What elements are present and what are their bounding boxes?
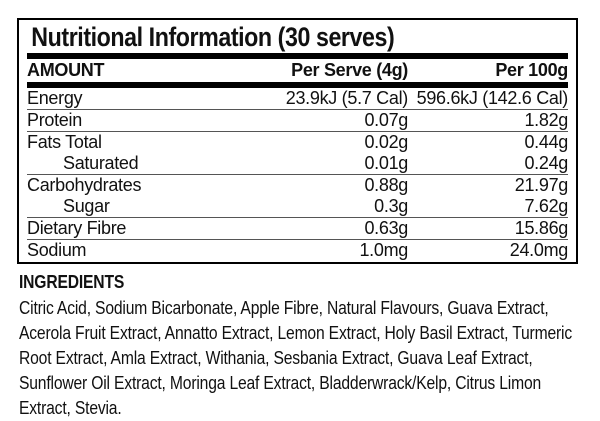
header-per-100g: Per 100g bbox=[495, 60, 568, 80]
nutrient-row: Saturated 0.01g 0.24g bbox=[27, 153, 568, 174]
nutrient-row: Protein 0.07g 1.82g bbox=[27, 109, 568, 131]
nutrient-name: Protein bbox=[27, 110, 82, 130]
nutrient-per-100g: 21.97g bbox=[514, 175, 569, 195]
nutrient-per-100g: 7.62g bbox=[524, 196, 568, 216]
nutrient-row: Fats Total 0.02g 0.44g bbox=[27, 131, 568, 153]
nutrient-per-serve: 0.88g bbox=[364, 175, 408, 195]
nutrient-per-serve: 0.3g bbox=[374, 196, 408, 216]
nutrient-row: Energy 23.9kJ (5.7 Cal) 596.6kJ (142.6 C… bbox=[27, 88, 568, 109]
nutrient-per-serve: 1.0mg bbox=[359, 240, 408, 260]
table-header-row: AMOUNT Per Serve (4g) Per 100g bbox=[27, 59, 568, 82]
ingredients-section: INGREDIENTS Citric Acid, Sodium Bicarbon… bbox=[19, 272, 585, 421]
nutrient-rows: Energy 23.9kJ (5.7 Cal) 596.6kJ (142.6 C… bbox=[27, 88, 568, 260]
nutrient-row: Sugar 0.3g 7.62g bbox=[27, 196, 568, 217]
nutrient-name: Fats Total bbox=[27, 132, 102, 152]
nutrient-per-100g: 0.44g bbox=[524, 132, 568, 152]
nutrient-name: Dietary Fibre bbox=[27, 218, 127, 238]
header-per-serve: Per Serve (4g) bbox=[291, 60, 408, 80]
ingredients-text: Citric Acid, Sodium Bicarbonate, Apple F… bbox=[19, 298, 572, 418]
header-amount: AMOUNT bbox=[27, 60, 105, 80]
nutrient-per-100g: 0.24g bbox=[524, 153, 568, 173]
nutrient-per-serve: 0.63g bbox=[364, 218, 408, 238]
nutrient-per-100g: 596.6kJ (142.6 Cal) bbox=[416, 88, 569, 108]
nutrient-row: Carbohydrates 0.88g 21.97g bbox=[27, 174, 568, 196]
nutrient-per-serve: 0.02g bbox=[364, 132, 408, 152]
nutrition-facts-panel: Nutritional Information (30 serves) AMOU… bbox=[17, 18, 578, 264]
nutrient-per-100g: 24.0mg bbox=[509, 240, 569, 260]
nutrient-row: Sodium 1.0mg 24.0mg bbox=[27, 239, 568, 261]
nutrient-per-100g: 1.82g bbox=[524, 110, 568, 130]
nutrient-per-serve: 0.07g bbox=[364, 110, 408, 130]
nutrient-per-100g: 15.86g bbox=[514, 218, 569, 238]
nutrient-name: Sodium bbox=[27, 240, 87, 260]
nutrient-name: Saturated bbox=[63, 153, 139, 173]
nutrient-name: Energy bbox=[27, 88, 83, 108]
nutrient-name: Carbohydrates bbox=[27, 175, 142, 195]
divider-bar-top bbox=[27, 53, 568, 59]
nutrient-per-serve: 0.01g bbox=[364, 153, 408, 173]
nutrient-name: Sugar bbox=[63, 196, 110, 216]
divider-bar-header bbox=[27, 82, 568, 88]
nutrient-per-serve: 23.9kJ (5.7 Cal) bbox=[285, 88, 409, 108]
nutrient-row: Dietary Fibre 0.63g 15.86g bbox=[27, 217, 568, 239]
panel-title: Nutritional Information (30 serves) bbox=[31, 22, 395, 52]
ingredients-heading: INGREDIENTS bbox=[19, 272, 125, 292]
